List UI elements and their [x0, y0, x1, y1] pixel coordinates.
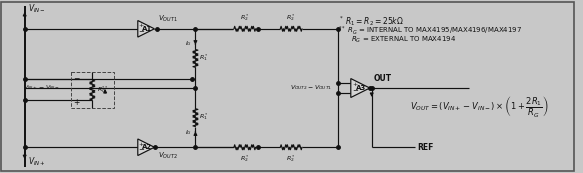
Text: $R_G\ $= EXTERNAL TO MAX4194: $R_G\ $= EXTERNAL TO MAX4194	[352, 35, 456, 45]
Text: $V_{OUT1}$: $V_{OUT1}$	[159, 14, 178, 24]
Text: −: −	[138, 29, 144, 35]
Text: $R_1^*$: $R_1^*$	[199, 52, 209, 63]
Text: −: −	[73, 74, 79, 83]
Text: $R_1^*$: $R_1^*$	[199, 111, 209, 122]
Text: A2: A2	[142, 144, 152, 150]
Text: A3: A3	[356, 85, 366, 91]
Polygon shape	[351, 79, 370, 98]
Text: +: +	[73, 98, 79, 107]
Text: $I_G$: $I_G$	[185, 39, 192, 48]
Text: $R_2^*$: $R_2^*$	[286, 12, 296, 23]
Text: $V_{OUT2} - V_{OUT1}$: $V_{OUT2} - V_{OUT1}$	[290, 84, 333, 93]
Text: $R_2^*$: $R_2^*$	[240, 12, 250, 23]
Polygon shape	[138, 21, 154, 37]
Text: $R_G^{**}$: $R_G^{**}$	[97, 85, 109, 95]
Text: $I_G$: $I_G$	[185, 128, 192, 137]
Polygon shape	[138, 139, 154, 156]
Text: $R_2^*$: $R_2^*$	[240, 153, 250, 164]
Bar	[71, 72, 114, 108]
Text: REF: REF	[417, 143, 434, 152]
Text: $R_2^*$: $R_2^*$	[286, 153, 296, 164]
Text: A1: A1	[142, 26, 152, 32]
Text: $V_{IN+}$: $V_{IN+}$	[27, 156, 45, 168]
Text: $^*\ R_1 = R_2 = 25k\Omega$: $^*\ R_1 = R_2 = 25k\Omega$	[338, 14, 403, 28]
Text: $V_{OUT2}$: $V_{OUT2}$	[159, 151, 178, 161]
Text: $V_{IN+} - V_{IN-}$: $V_{IN+} - V_{IN-}$	[23, 84, 59, 93]
Text: $^{**}\ R_G\ $= INTERNAL TO MAX4195/MAX4196/MAX4197: $^{**}\ R_G\ $= INTERNAL TO MAX4195/MAX4…	[338, 25, 522, 37]
Text: −: −	[138, 147, 144, 153]
Text: −: −	[352, 89, 358, 94]
Text: +: +	[139, 23, 144, 28]
Text: $V_{OUT} = (V_{IN+} - V_{IN-}) \times \left(1 + \dfrac{2R_1}{R_G}\right)$: $V_{OUT} = (V_{IN+} - V_{IN-}) \times \l…	[410, 95, 548, 120]
Text: +: +	[352, 82, 357, 87]
Text: +: +	[139, 142, 144, 147]
Text: $V_{IN-}$: $V_{IN-}$	[27, 3, 45, 15]
Text: OUT: OUT	[374, 74, 392, 83]
